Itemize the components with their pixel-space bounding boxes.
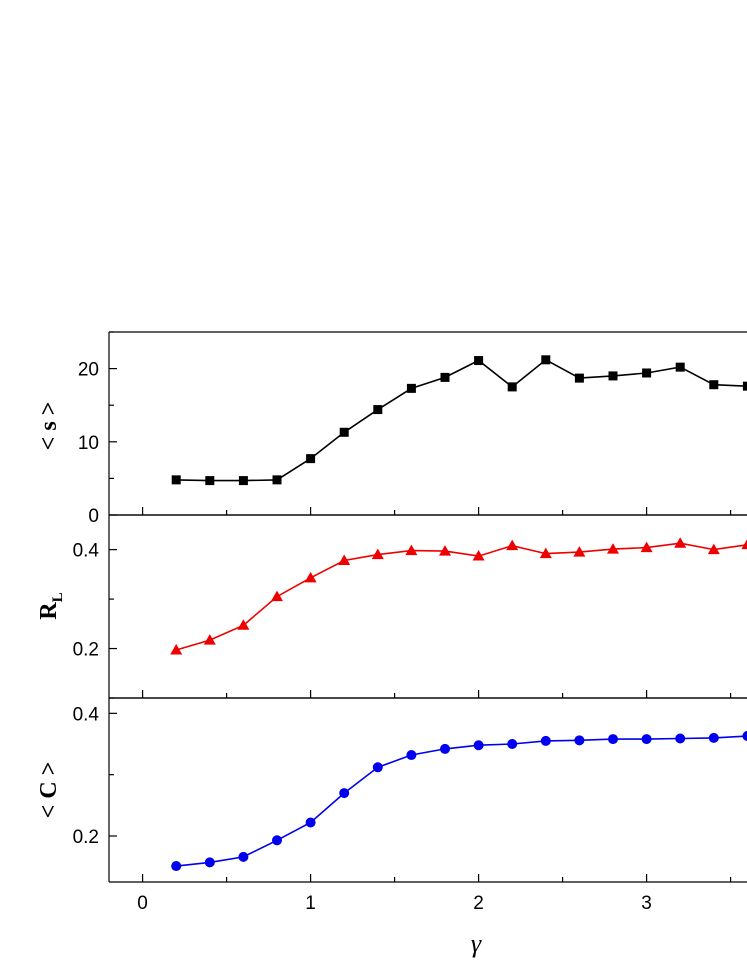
data-point xyxy=(405,544,418,556)
data-point xyxy=(541,355,551,365)
ylabel-rl-main: R xyxy=(36,602,62,620)
data-point xyxy=(574,373,584,383)
series-line xyxy=(176,735,747,867)
data-point xyxy=(741,539,747,550)
data-point xyxy=(339,788,350,799)
ylabel-avg-c: < C > xyxy=(36,762,62,819)
panel-rl: 0.2 0.4 xyxy=(73,514,747,699)
data-point xyxy=(204,857,215,868)
data-point xyxy=(742,381,747,391)
data-point xyxy=(272,835,282,846)
data-point xyxy=(304,571,317,583)
ylabel-rl-subscript: L xyxy=(50,592,66,602)
data-point xyxy=(573,546,586,557)
data-point xyxy=(306,454,316,464)
panel-avg-s: 0 10 20 xyxy=(78,331,747,527)
data-point xyxy=(642,368,652,378)
series-line xyxy=(176,358,747,482)
data-point xyxy=(472,550,485,561)
x-tick-label: 1 xyxy=(305,893,316,914)
data-point xyxy=(539,547,552,559)
data-point xyxy=(203,634,216,645)
data-point xyxy=(440,372,450,382)
data-point xyxy=(237,619,250,630)
data-point xyxy=(440,743,450,754)
ylabel-avg-s: < s > xyxy=(36,402,62,451)
data-point xyxy=(608,371,618,381)
data-point xyxy=(170,644,183,655)
y-tick-label: 0.4 xyxy=(73,541,100,562)
y-tick-label: 0.2 xyxy=(73,640,99,661)
data-point xyxy=(373,405,383,415)
data-point xyxy=(205,476,215,486)
data-point xyxy=(406,750,417,761)
data-point xyxy=(238,476,248,486)
data-point xyxy=(338,554,351,566)
x-tick-label: 3 xyxy=(641,893,652,914)
data-point xyxy=(507,382,517,392)
data-point xyxy=(675,362,685,372)
data-point xyxy=(171,475,181,485)
data-point xyxy=(506,539,519,551)
y-tick-label: 20 xyxy=(78,360,99,381)
data-point xyxy=(439,545,451,556)
panel-avg-c: 0.2 0.4 0 1 2 3 xyxy=(73,697,747,914)
data-point xyxy=(608,734,618,745)
data-point xyxy=(339,427,349,437)
data-point xyxy=(709,380,719,390)
data-point xyxy=(540,735,551,746)
data-point xyxy=(641,734,652,745)
data-point xyxy=(272,475,282,485)
data-point xyxy=(574,735,585,746)
y-tick-label: 0 xyxy=(88,506,99,527)
data-point xyxy=(707,543,720,555)
data-point xyxy=(674,537,687,548)
x-tick-label: 2 xyxy=(473,893,484,914)
data-point xyxy=(371,548,384,560)
xlabel-gamma: γ xyxy=(471,929,482,958)
data-point xyxy=(372,762,383,773)
data-point xyxy=(675,733,686,744)
x-tick-label: 0 xyxy=(137,893,148,914)
data-point xyxy=(305,817,316,828)
y-tick-label: 0.4 xyxy=(73,704,100,725)
y-tick-label: 0.2 xyxy=(73,827,99,848)
ylabel-rl: RL xyxy=(36,592,66,619)
data-point xyxy=(742,731,747,742)
data-point xyxy=(640,541,653,553)
data-point xyxy=(271,590,283,602)
series-line xyxy=(175,542,747,651)
data-point xyxy=(474,356,484,366)
data-point xyxy=(607,543,619,554)
data-point xyxy=(238,851,249,862)
y-tick-label: 10 xyxy=(78,433,99,454)
data-point xyxy=(171,861,182,872)
data-point xyxy=(708,732,719,743)
data-point xyxy=(507,739,518,749)
data-point xyxy=(473,740,484,751)
data-point xyxy=(406,383,416,393)
